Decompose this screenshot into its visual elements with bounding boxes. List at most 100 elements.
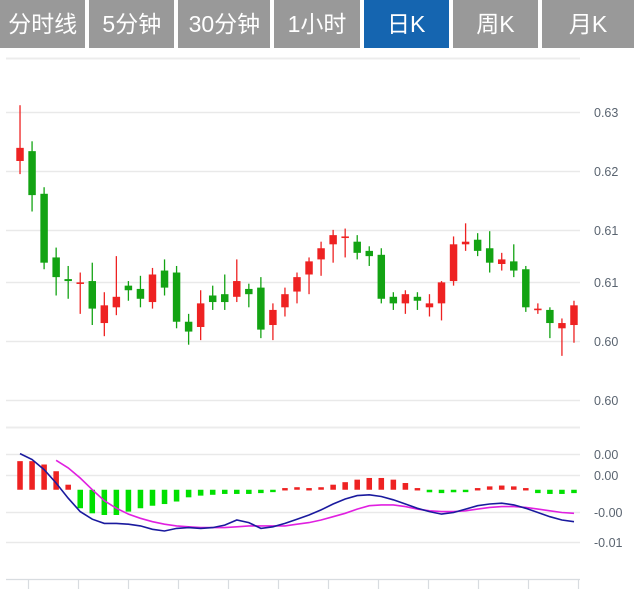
candle-body (196, 303, 205, 327)
tab-1hour[interactable]: 1小时 (274, 0, 360, 48)
candlestick (124, 281, 133, 301)
macd-histogram-bar (101, 489, 108, 515)
candle-body (473, 239, 482, 251)
candlestick (401, 290, 410, 314)
tab-month-k[interactable]: 月K (542, 0, 634, 48)
candlestick (293, 272, 301, 304)
macd-histogram-bar (414, 488, 421, 491)
macd-histogram-bar (498, 485, 505, 490)
candle-body (245, 288, 253, 295)
macd-histogram-bar (450, 489, 457, 493)
macd-histogram-bar (510, 486, 517, 490)
macd-histogram-bar (330, 484, 336, 490)
macd-dea-line (55, 459, 575, 529)
candlestick (16, 105, 24, 175)
candlestick (437, 281, 446, 321)
candlestick (534, 303, 542, 314)
macd-histogram-bar (535, 489, 541, 494)
macd-histogram-bar (474, 488, 481, 491)
macd-histogram-bar (438, 489, 445, 494)
price-y-tick-label: 0.61 (594, 224, 618, 238)
candlestick (558, 318, 566, 356)
macd-histogram-bar (258, 489, 264, 494)
price-candlestick-panel[interactable]: 0.63 0.62 0.61 0.61 0.60 0.60 (0, 48, 634, 440)
candle-body (425, 303, 434, 308)
candle-body (365, 250, 373, 257)
macd-histogram-bar (53, 471, 59, 490)
candlestick (461, 223, 470, 251)
candle-body (136, 288, 145, 299)
candle-body (28, 151, 36, 196)
candle-body (437, 282, 446, 304)
candlestick (485, 231, 494, 273)
tab-week-k[interactable]: 周K (452, 0, 538, 48)
candlestick (221, 274, 229, 310)
candle-body (64, 279, 72, 282)
macd-histogram-bar (185, 489, 192, 498)
candle-body (305, 261, 313, 275)
macd-histogram-bar (547, 489, 553, 494)
candle-body (546, 309, 554, 324)
candlestick (413, 292, 422, 310)
tab-timeline[interactable]: 分时线 (0, 0, 86, 48)
candle-body (16, 147, 24, 161)
macd-histogram-bar (366, 477, 373, 490)
macd-histogram-bar (246, 489, 252, 494)
candle-body (88, 281, 97, 309)
candlestick (52, 247, 60, 296)
candle-body (449, 244, 458, 282)
candlestick (64, 265, 72, 299)
candle-body (558, 323, 566, 329)
candle-body (160, 270, 169, 288)
price-y-tick-label: 0.60 (594, 394, 618, 408)
macd-histogram-bar (390, 479, 397, 490)
candlestick (449, 236, 458, 286)
macd-histogram-bar (559, 489, 565, 494)
macd-histogram-bar (197, 489, 204, 496)
candlestick (257, 277, 265, 339)
candle-body (401, 294, 410, 304)
candle-body (269, 309, 277, 326)
tab-day-k[interactable]: 日K (363, 0, 449, 48)
candlestick (184, 313, 193, 345)
macd-histogram-bar (137, 489, 144, 509)
macd-histogram-bar (282, 488, 288, 491)
macd-histogram-bar (234, 489, 240, 494)
macd-y-tick-label: 0.00 (594, 448, 618, 462)
candlestick (570, 300, 578, 343)
macd-histogram-bar (571, 489, 577, 494)
macd-histogram-bar (426, 489, 433, 493)
macd-histogram-bar (306, 488, 312, 491)
macd-histogram-bar (209, 489, 216, 495)
tab-5min[interactable]: 5分钟 (89, 0, 175, 48)
macd-histogram-bar (89, 489, 96, 514)
candlestick (510, 244, 518, 278)
macd-y-tick-label: -0.00 (594, 506, 623, 520)
macd-histogram-bar (125, 489, 132, 512)
macd-indicator-panel[interactable]: 0.00 0.00 -0.00 -0.01 (0, 440, 634, 589)
macd-histogram-bar (77, 489, 84, 509)
candle-body (461, 241, 470, 245)
macd-histogram-bar (221, 489, 228, 494)
tab-30min[interactable]: 30分钟 (178, 0, 271, 48)
candlestick (136, 275, 145, 308)
candlestick (233, 259, 241, 303)
candle-body (281, 294, 289, 308)
macd-dif-line (19, 452, 575, 532)
candlestick (329, 229, 337, 263)
price-chart-svg: 0.63 0.62 0.61 0.61 0.60 0.60 (6, 57, 618, 429)
macd-histogram-bar (65, 484, 71, 490)
candle-body (233, 281, 241, 297)
candlestick (88, 262, 97, 326)
candlestick (196, 290, 205, 341)
candlestick (28, 141, 36, 212)
candle-body (377, 254, 386, 299)
candlestick (353, 235, 361, 260)
macd-chart-svg: 0.00 0.00 -0.00 -0.01 (6, 448, 623, 589)
candlestick (100, 292, 109, 337)
candlestick (546, 307, 554, 339)
macd-histogram-bar (318, 487, 324, 490)
candle-body (293, 277, 301, 292)
candle-body (100, 305, 109, 324)
candlestick (208, 285, 217, 310)
